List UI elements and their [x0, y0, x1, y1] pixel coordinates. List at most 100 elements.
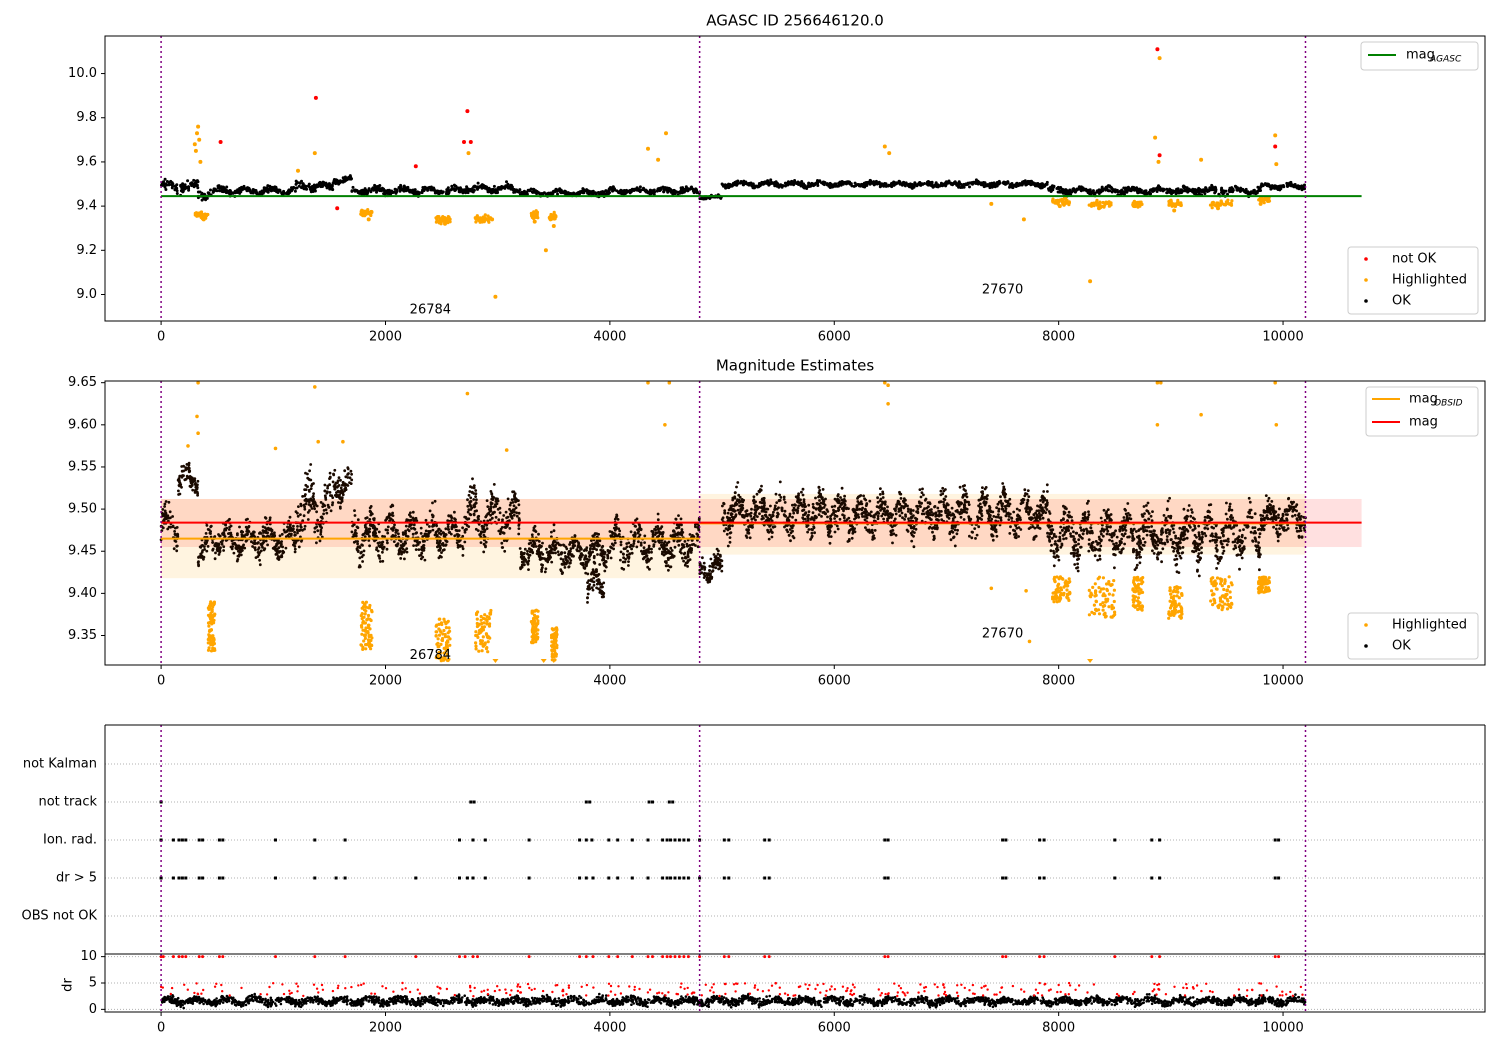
ok-point: [537, 532, 540, 536]
ok-point: [438, 539, 442, 543]
ok-point: [1252, 190, 1255, 194]
ok-point: [325, 511, 329, 515]
ok-point: [264, 539, 268, 543]
ok-point: [559, 568, 563, 572]
ok-point: [364, 531, 368, 535]
ok-point: [489, 501, 493, 505]
y-tick-label: 9.2: [76, 243, 97, 258]
ok-point: [751, 186, 755, 190]
ok-point: [935, 185, 939, 189]
ok-point: [577, 549, 581, 553]
ok-point: [373, 532, 377, 536]
ok-point: [671, 190, 675, 194]
ok-point: [326, 484, 330, 488]
highlighted-point: [1173, 204, 1178, 208]
ok-point: [444, 527, 448, 531]
ok-point: [376, 186, 380, 190]
ok-point: [784, 182, 788, 186]
ok-point: [237, 554, 241, 558]
ok-point: [763, 180, 767, 184]
ok-point: [513, 508, 516, 511]
ok-point: [603, 569, 607, 573]
ok-point: [506, 182, 510, 186]
ok-point: [368, 518, 372, 521]
ok-point: [405, 547, 409, 550]
ok-point: [303, 527, 306, 531]
ok-point: [263, 516, 267, 519]
ok-point: [196, 479, 200, 483]
ok-point: [218, 534, 222, 538]
ok-point: [304, 488, 308, 491]
ok-point: [320, 515, 324, 519]
ok-point: [396, 542, 400, 546]
ok-point: [818, 179, 822, 183]
x-tick-label: 2000: [369, 330, 402, 345]
series-point: [335, 206, 340, 211]
ok-point: [318, 524, 322, 528]
ok-point: [258, 563, 262, 567]
ok-point: [500, 185, 504, 188]
ok-point: [511, 490, 514, 494]
ok-point: [230, 547, 234, 551]
ok-point: [245, 189, 249, 193]
ok-point: [350, 530, 354, 534]
ok-point: [395, 544, 399, 548]
obs-label: 26784: [410, 302, 451, 317]
ok-point: [175, 549, 179, 553]
ok-point: [399, 540, 403, 543]
ok-point: [934, 181, 938, 185]
ok-point: [461, 526, 464, 530]
ok-point: [838, 180, 842, 184]
ok-point: [1289, 180, 1293, 184]
highlighted-point: [1058, 198, 1062, 202]
ok-point: [466, 504, 470, 508]
ok-point: [393, 523, 396, 527]
y-tick-label: 9.6: [76, 154, 97, 169]
series-point: [313, 95, 318, 100]
ok-point: [501, 546, 505, 549]
ok-point: [511, 188, 515, 192]
ok-point: [501, 531, 505, 535]
series-point: [1021, 217, 1026, 222]
ok-point: [333, 494, 337, 497]
ok-point: [412, 523, 416, 527]
ok-point: [825, 182, 829, 186]
ok-point: [512, 504, 516, 508]
ok-point: [850, 184, 854, 188]
ok-point: [731, 183, 735, 187]
series-point: [664, 131, 668, 136]
ok-point: [479, 541, 483, 544]
ok-point: [909, 185, 913, 189]
ok-point: [348, 174, 352, 178]
ok-point: [216, 186, 220, 190]
ok-point: [522, 560, 525, 564]
ok-point: [1028, 181, 1032, 185]
ok-point: [258, 558, 261, 562]
ok-point: [194, 485, 198, 489]
ok-point: [515, 511, 518, 515]
ok-point: [357, 565, 361, 569]
ok-point: [993, 185, 997, 189]
ok-point: [681, 187, 685, 191]
ok-point: [487, 189, 491, 192]
ok-point: [191, 488, 195, 492]
ok-point: [461, 534, 465, 538]
series-point: [1133, 204, 1137, 209]
ok-point: [205, 539, 209, 542]
ok-point: [447, 531, 451, 534]
ok-point: [586, 572, 590, 576]
ok-point: [280, 532, 284, 536]
chart-title: AGASC ID 256646120.0: [706, 12, 884, 30]
ok-point: [394, 530, 398, 534]
ok-point: [332, 473, 336, 477]
ok-point: [293, 547, 297, 551]
ok-point: [225, 185, 229, 189]
ok-point: [302, 514, 306, 518]
ok-point: [580, 552, 583, 555]
series-point: [656, 157, 661, 162]
ok-point: [982, 181, 986, 185]
ok-point: [477, 517, 480, 521]
ok-point: [194, 182, 198, 186]
ok-point: [1155, 190, 1159, 193]
ok-point: [722, 183, 726, 187]
